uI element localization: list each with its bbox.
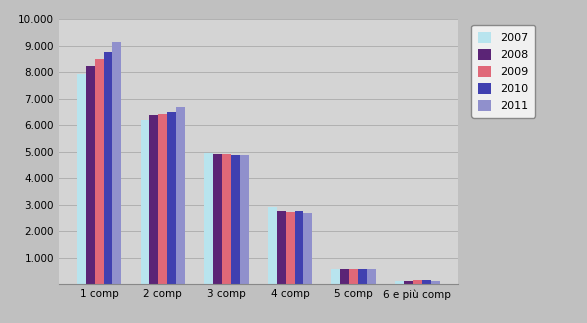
Bar — [268, 207, 276, 284]
Bar — [158, 114, 167, 284]
Bar — [340, 269, 349, 284]
Bar — [77, 74, 86, 284]
Bar — [86, 66, 95, 284]
Bar — [349, 269, 358, 284]
Bar — [422, 280, 431, 284]
Bar — [303, 213, 312, 284]
Bar — [240, 155, 249, 284]
Bar — [140, 120, 150, 284]
Bar — [231, 155, 240, 284]
Bar — [431, 281, 440, 284]
Bar — [204, 153, 213, 284]
Bar — [295, 212, 303, 284]
Bar — [222, 154, 231, 284]
Bar — [167, 111, 176, 284]
Bar — [95, 59, 103, 284]
Bar — [276, 212, 286, 284]
Bar — [404, 281, 413, 284]
Bar — [332, 269, 340, 284]
Bar — [113, 42, 122, 284]
Bar — [413, 280, 422, 284]
Bar — [286, 212, 295, 284]
Bar — [103, 52, 113, 284]
Bar — [358, 269, 367, 284]
Legend: 2007, 2008, 2009, 2010, 2011: 2007, 2008, 2009, 2010, 2011 — [471, 25, 535, 118]
Bar — [395, 281, 404, 284]
Bar — [150, 116, 158, 284]
Bar — [213, 154, 222, 284]
Bar — [367, 269, 376, 284]
Bar — [176, 107, 185, 284]
